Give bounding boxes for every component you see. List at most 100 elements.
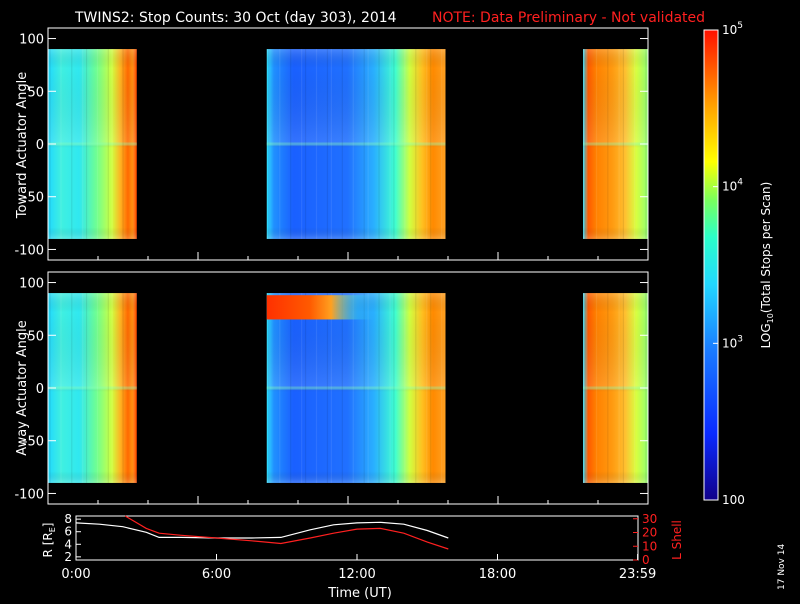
toward-streak: [268, 49, 270, 239]
toward-zero-stripe: [266, 142, 446, 146]
colorbar-tick-base: 10: [722, 180, 737, 194]
away-streak: [404, 293, 406, 483]
toward-streak: [122, 49, 124, 239]
toward-streak: [634, 49, 636, 239]
preliminary-note: NOTE: Data Preliminary - Not validated: [432, 10, 705, 26]
toward-streak: [133, 49, 135, 239]
toward-streak: [430, 49, 432, 239]
toward-zero-stripe: [583, 142, 648, 146]
colorbar-tick-base: 100: [722, 493, 745, 507]
toward-streak: [426, 49, 428, 239]
away-streak: [441, 293, 443, 483]
r-axis-label-sub: E: [48, 527, 57, 532]
toward-streak: [367, 49, 369, 239]
away-zero-stripe: [266, 386, 446, 390]
away-streak: [330, 293, 332, 483]
toward-streak: [290, 49, 292, 239]
colorbar-tick-label: 105: [722, 21, 743, 37]
away-streak: [595, 293, 598, 483]
away-streak: [426, 293, 428, 483]
toward-angle-shading: [266, 49, 446, 239]
colorbar-label-main: LOG: [759, 323, 773, 348]
away-y-tick-label: 0: [36, 382, 44, 397]
away-streak: [352, 293, 354, 483]
toward-streak: [404, 49, 406, 239]
away-streak: [634, 293, 636, 483]
toward-zero-stripe: [48, 142, 137, 146]
toward-y-tick-label: -50: [23, 191, 44, 206]
away-streak: [389, 293, 391, 483]
away-streak: [290, 293, 292, 483]
away-streak: [111, 293, 113, 483]
colorbar-tick-base: 10: [722, 336, 737, 350]
l-shell-tick-label: 30: [642, 512, 657, 526]
toward-y-axis-label: Toward Actuator Angle: [15, 72, 30, 219]
away-streak: [315, 293, 318, 483]
toward-streak: [315, 49, 318, 239]
toward-angle-shading: [583, 49, 648, 239]
away-streak: [107, 293, 109, 483]
away-streak: [341, 293, 343, 483]
away-y-tick-label: -100: [14, 487, 44, 502]
toward-streak: [111, 49, 113, 239]
away-streak: [268, 293, 270, 483]
away-streak: [618, 293, 620, 483]
away-angle-shading: [48, 293, 137, 483]
colorbar-label-end: (Total Stops per Scan): [759, 182, 773, 313]
colorbar-tick-exponent: 4: [737, 178, 743, 188]
time-tick-label: 18:00: [479, 567, 516, 582]
toward-y-tick-label: 0: [36, 138, 44, 153]
l-shell-line: [124, 515, 449, 550]
r-axis-label-main: R [R: [41, 532, 55, 557]
away-angle-shading: [583, 293, 648, 483]
away-streak: [122, 293, 124, 483]
colorbar-tick-exponent: 5: [737, 21, 743, 31]
away-streak: [367, 293, 369, 483]
toward-streak: [363, 49, 365, 239]
r-tick-label: 2: [64, 550, 72, 564]
away-y-tick-label: 50: [27, 329, 44, 344]
toward-streak: [584, 49, 586, 239]
toward-y-tick-label: 50: [27, 85, 44, 100]
away-zero-stripe: [583, 386, 648, 390]
away-streak: [622, 293, 624, 483]
toward-y-tick-label: -100: [14, 243, 44, 258]
date-stamp: 17 Nov 14: [777, 544, 787, 590]
toward-angle-shading: [48, 49, 137, 239]
toward-streak: [393, 49, 395, 239]
away-streak: [378, 293, 380, 483]
r-axis-label: R [RE]: [41, 523, 57, 558]
away-y-tick-label: 100: [19, 277, 44, 292]
toward-streak: [71, 49, 73, 239]
toward-streak: [279, 49, 281, 239]
toward-streak: [378, 49, 380, 239]
time-tick-label: 6:00: [202, 567, 231, 582]
away-panel: 100 50 0 -50 -100 Away Actuator Angle: [14, 271, 649, 505]
away-streak: [304, 293, 307, 483]
away-streak: [133, 293, 135, 483]
away-streak: [71, 293, 73, 483]
away-y-axis-label: Away Actuator Angle: [15, 320, 30, 455]
r-distance-line: [75, 521, 449, 539]
toward-streak: [60, 49, 62, 239]
colorbar-tick-label: 104: [722, 178, 743, 194]
away-streak: [301, 293, 303, 483]
toward-data-bands: [48, 49, 648, 239]
toward-streak: [441, 49, 443, 239]
time-tick-label: 23:59: [619, 567, 656, 582]
toward-streak: [85, 49, 88, 239]
toward-y-axis: 100 50 0 -50 -100: [14, 33, 649, 260]
ephemeris-lines: [75, 515, 449, 550]
toward-streak: [82, 49, 84, 239]
colorbar-tick-base: 10: [722, 23, 737, 37]
toward-streak: [352, 49, 354, 239]
time-tick-label: 12:00: [338, 567, 375, 582]
away-streak: [279, 293, 281, 483]
toward-streak: [96, 49, 99, 239]
away-streak: [363, 293, 365, 483]
